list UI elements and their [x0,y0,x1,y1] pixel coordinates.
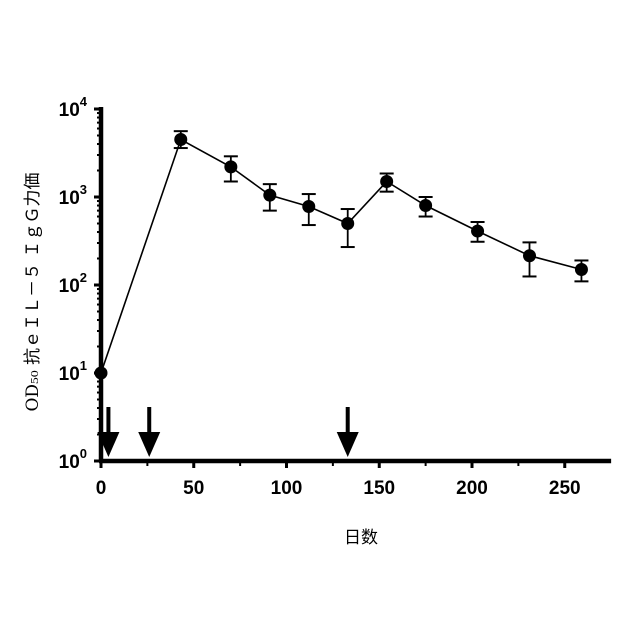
x-tick-label: 50 [183,478,204,499]
x-axis-label: 日数 [344,528,378,548]
y-tick-label: 100 [59,446,87,473]
x-tick-label: 0 [96,478,107,499]
x-tick-label: 100 [271,478,303,499]
dose-arrows [97,407,358,457]
x-tick-label: 150 [363,478,395,499]
data-point [174,133,187,146]
data-point [523,249,536,262]
series-line [101,140,581,374]
x-tick-label: 200 [456,478,488,499]
plot-area [95,107,612,461]
data-point [471,225,484,238]
data-point [263,189,276,202]
y-tick-label: 102 [59,270,87,297]
y-axis-ticks: 100 101 102 103 104 [59,94,101,473]
data-point [419,199,432,212]
x-axis-ticks: 0 50 100 150 200 250 [96,461,581,499]
y-tick-label: 103 [59,182,87,209]
data-point [224,160,237,173]
data-point [341,217,354,230]
y-tick-label: 101 [59,358,87,385]
data-point [575,263,588,276]
y-tick-label: 104 [59,94,88,121]
data-point [380,175,393,188]
arrow-head [138,432,160,457]
x-tick-label: 250 [549,478,581,499]
y-axis-label: OD₅₀ 抗ｅＩＬ－５ ＩｇＧ力価 [23,172,43,411]
arrow-head [337,432,359,457]
data-point [302,200,315,213]
